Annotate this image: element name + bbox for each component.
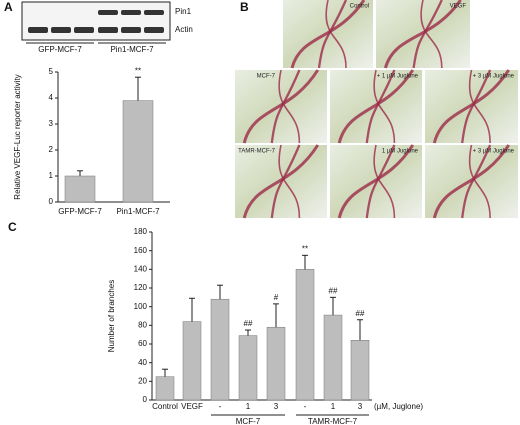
blood-vessel bbox=[337, 144, 415, 219]
annotation: ** bbox=[302, 244, 308, 253]
x-tick-label: - bbox=[304, 402, 307, 411]
x-tick-label: 3 bbox=[274, 402, 279, 411]
x-tick-label: 3 bbox=[358, 402, 363, 411]
annotation: ## bbox=[244, 319, 253, 328]
photo-label: Control bbox=[350, 4, 369, 10]
blood-vessel bbox=[317, 0, 348, 69]
y-tick-label: 180 bbox=[134, 227, 148, 236]
panel-label: A bbox=[4, 0, 13, 14]
group-label: Pin1-MCF-7 bbox=[110, 45, 154, 54]
photo-label: VEGF bbox=[450, 4, 467, 10]
panel-label: B bbox=[240, 0, 249, 14]
blood-vessel bbox=[468, 144, 491, 219]
unit-label: (µM, Juglone) bbox=[374, 402, 423, 411]
x-tick-label: VEGF bbox=[181, 402, 203, 411]
y-tick-label: 80 bbox=[138, 320, 147, 329]
y-tick-label: 60 bbox=[138, 339, 147, 348]
bar bbox=[323, 314, 343, 401]
bar bbox=[238, 335, 258, 401]
blood-vessel bbox=[270, 144, 301, 219]
blood-vessel bbox=[383, 0, 462, 69]
y-tick-label: 1 bbox=[49, 171, 54, 180]
blood-vessel bbox=[290, 0, 366, 69]
band-label: Actin bbox=[175, 25, 193, 34]
y-tick-label: 100 bbox=[134, 302, 148, 311]
x-tick-label: 1 bbox=[246, 402, 251, 411]
bar bbox=[64, 175, 96, 203]
x-tick-label: Control bbox=[152, 402, 178, 411]
panel-label: C bbox=[8, 220, 17, 234]
photo-label: TAMR-MCF-7 bbox=[238, 149, 276, 155]
annotation: # bbox=[274, 293, 279, 302]
photo-label: + 3 µM Juglone bbox=[473, 149, 515, 155]
x-tick-label: Pin1-MCF-7 bbox=[116, 207, 160, 216]
y-tick-label: 160 bbox=[134, 246, 148, 255]
bar bbox=[266, 326, 286, 401]
photo-label: + 1 µM Juglone bbox=[377, 74, 419, 80]
blood-vessel bbox=[270, 69, 301, 144]
blood-vessel bbox=[432, 69, 510, 144]
blood-vessel bbox=[278, 69, 301, 144]
blood-vessel bbox=[325, 0, 347, 69]
y-tick-label: 5 bbox=[49, 67, 54, 76]
group-label: GFP-MCF-7 bbox=[38, 45, 82, 54]
y-tick-label: 0 bbox=[143, 395, 148, 404]
blood-vessel bbox=[461, 69, 492, 144]
y-axis-label: Relative VEGF-Luc reporter activity bbox=[13, 74, 22, 199]
blood-vessel bbox=[461, 144, 492, 219]
y-tick-label: 3 bbox=[49, 119, 54, 128]
blood-vessel bbox=[468, 69, 491, 144]
bar bbox=[155, 376, 175, 401]
bar bbox=[350, 340, 370, 401]
blood-vessel bbox=[420, 0, 443, 69]
group-label: MCF-7 bbox=[236, 417, 261, 425]
blood-vessel bbox=[373, 144, 396, 219]
blood-vessel bbox=[242, 144, 320, 219]
y-tick-label: 20 bbox=[138, 376, 147, 385]
x-tick-label: GFP-MCF-7 bbox=[58, 207, 102, 216]
blood-vessel bbox=[365, 144, 396, 219]
blood-vessel bbox=[373, 69, 396, 144]
x-tick-label: - bbox=[219, 402, 222, 411]
western-blot bbox=[21, 1, 171, 44]
y-tick-label: 2 bbox=[49, 145, 54, 154]
photo-label: 1 µM Juglone bbox=[382, 149, 419, 155]
blood-vessel bbox=[242, 69, 320, 144]
photo-label: MCF-7 bbox=[257, 74, 276, 80]
annotation: ## bbox=[356, 309, 365, 318]
y-tick-label: 4 bbox=[49, 93, 54, 102]
y-tick-label: 120 bbox=[134, 283, 148, 292]
y-axis-label: Number of branches bbox=[107, 280, 116, 352]
blood-vessel bbox=[432, 144, 510, 219]
y-tick-label: 140 bbox=[134, 264, 148, 273]
blood-vessel bbox=[365, 69, 396, 144]
photo-label: + 3 µM Juglone bbox=[473, 74, 515, 80]
blood-vessel bbox=[412, 0, 443, 69]
bar bbox=[122, 100, 154, 203]
blood-vessel bbox=[278, 144, 301, 219]
bar bbox=[210, 298, 230, 401]
x-tick-label: 1 bbox=[331, 402, 336, 411]
band-label: Pin1 bbox=[175, 7, 192, 16]
bar bbox=[182, 321, 202, 401]
y-tick-label: 0 bbox=[49, 197, 54, 206]
bar bbox=[295, 269, 315, 401]
group-label: TAMR-MCF-7 bbox=[308, 417, 358, 425]
y-tick-label: 40 bbox=[138, 358, 147, 367]
blood-vessel bbox=[337, 69, 415, 144]
annotation: ** bbox=[135, 66, 141, 75]
annotation: ## bbox=[329, 286, 338, 295]
